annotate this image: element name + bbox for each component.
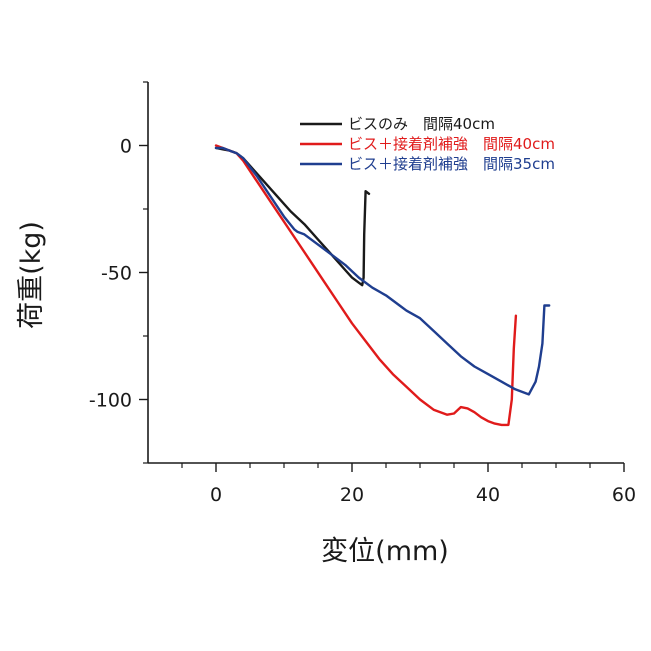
series-line-3 — [214, 146, 551, 396]
series-line-2 — [214, 144, 518, 427]
series-lines — [214, 144, 551, 427]
legend: ビスのみ 間隔40cm ビス＋接着剤補強 間隔40cm ビス＋接着剤補強 間隔35c… — [300, 115, 555, 173]
x-tick-label: 40 — [476, 484, 500, 506]
y-tick-label: -50 — [101, 263, 132, 285]
x-tick-label: 60 — [612, 484, 636, 506]
x-tick-label: 20 — [340, 484, 364, 506]
legend-label-3: ビス＋接着剤補強 間隔35cm — [348, 155, 555, 173]
y-tick-label: 0 — [120, 136, 132, 158]
y-axis-title: 荷重(kg) — [16, 221, 47, 329]
legend-label-2: ビス＋接着剤補強 間隔40cm — [348, 135, 555, 153]
y-tick-label: -100 — [89, 390, 132, 412]
legend-label-1: ビスのみ 間隔40cm — [348, 115, 495, 133]
x-axis-title: 変位(mm) — [321, 536, 449, 567]
axes: 0 20 40 60 0 -50 -100 — [89, 81, 636, 506]
x-tick-label: 0 — [210, 484, 222, 506]
